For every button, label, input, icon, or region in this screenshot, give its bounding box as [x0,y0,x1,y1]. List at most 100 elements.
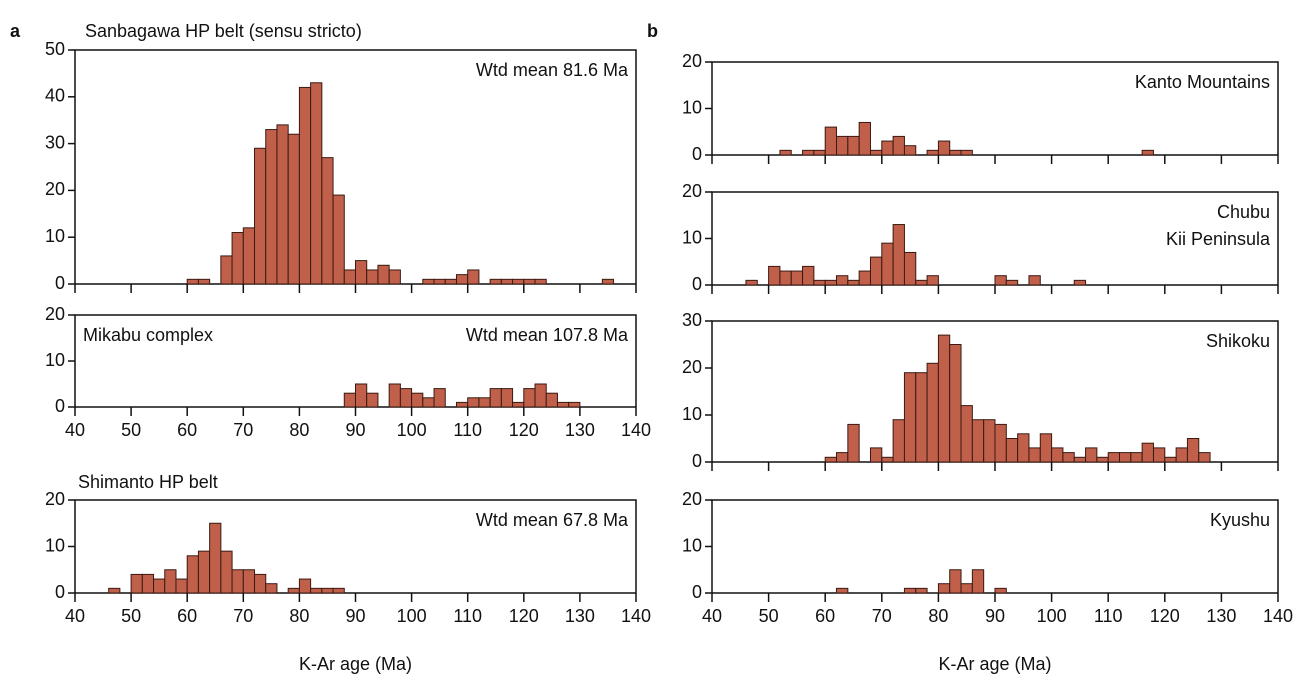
bar [523,278,536,285]
bar [903,251,917,286]
y-tick-label: 0 [692,582,702,602]
bar [254,573,267,594]
x-tick-label: 100 [397,420,427,440]
bar [500,388,514,408]
bar [915,587,928,594]
bar [568,401,581,408]
bar [960,149,973,156]
bar [242,569,256,594]
bar [1005,279,1019,286]
x-tick-label: 90 [345,420,365,440]
bar [556,401,570,408]
bar [1085,447,1098,463]
x-tick-label: 140 [1263,606,1293,626]
bar [858,121,871,156]
bar [310,587,323,594]
y-tick-label: 20 [45,179,65,199]
bar [534,383,547,408]
bar [903,587,917,594]
y-tick-label: 10 [45,350,65,370]
x-tick-label: 120 [509,606,539,626]
annotation: Kanto Mountains [1135,72,1270,92]
bar [186,278,199,285]
x-tick-label: 60 [177,420,197,440]
y-tick-label: 10 [45,535,65,555]
bar [422,278,435,285]
bar [332,194,345,285]
x-tick-label: 120 [1150,606,1180,626]
x-tick-label: 140 [621,606,651,626]
bar [836,275,849,286]
bar [836,452,849,463]
bar [153,578,166,594]
bar [824,456,838,463]
y-tick-label: 30 [45,132,65,152]
bar [523,388,536,408]
bar [298,578,312,594]
plot-frame [74,49,637,284]
bar [949,569,962,594]
bar [903,372,917,463]
bar [1028,275,1041,286]
y-tick-label: 10 [682,404,702,424]
bar [422,397,435,408]
bar [1119,452,1132,463]
y-tick-label: 0 [692,144,702,164]
bar [1198,452,1211,463]
x-tick-label: 70 [233,420,253,440]
bar [1051,447,1064,463]
plot-frame [711,499,1279,593]
bar [1028,447,1041,463]
bar [1017,433,1030,463]
y-tick-label: 10 [682,227,702,247]
bar [1107,452,1121,463]
bar [467,269,480,285]
y-tick-label: 20 [45,304,65,324]
bar [1130,452,1143,463]
bar [892,135,905,156]
bar [881,140,894,156]
bar [231,232,244,285]
x-tick-label: 50 [121,420,141,440]
bar [1141,149,1154,156]
y-tick-label: 20 [682,357,702,377]
y-tick-label: 30 [682,310,702,330]
x-tick-label: 40 [65,420,85,440]
bar [242,227,256,285]
y-tick-label: 10 [682,97,702,117]
bar [220,255,233,285]
bar [971,569,985,594]
bar [1005,438,1019,463]
y-tick-label: 10 [45,226,65,246]
bar [433,388,446,408]
x-tick-label: 70 [872,606,892,626]
bar [813,149,826,156]
bar [926,275,939,286]
bar [175,578,188,594]
panel-label: a [10,21,21,41]
bar [108,587,121,594]
bar [937,334,951,463]
bar [994,423,1007,463]
annotation: Wtd mean 81.6 Ma [476,60,629,80]
bar [355,383,368,408]
x-tick-label: 130 [565,420,595,440]
bar [298,86,312,285]
bar [343,269,356,285]
bar [937,140,951,156]
bar [881,242,894,286]
bar [926,149,939,156]
bar [545,392,558,408]
bar [824,126,838,156]
bar [433,278,446,285]
x-tick-label: 60 [815,606,835,626]
x-tick-label: 140 [621,420,651,440]
y-tick-label: 20 [682,51,702,71]
bar [512,278,525,285]
bar [813,279,826,286]
x-tick-label: 130 [565,606,595,626]
y-tick-label: 0 [55,396,65,416]
bar [937,583,951,594]
bar [1186,438,1200,463]
